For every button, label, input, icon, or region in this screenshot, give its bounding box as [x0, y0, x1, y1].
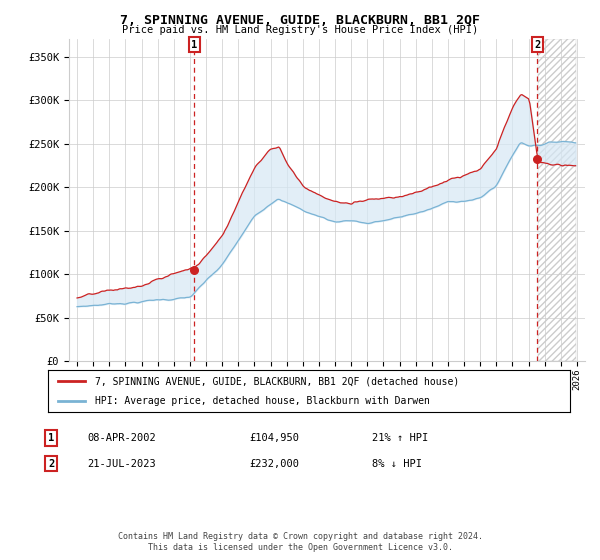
Text: 1: 1 — [191, 40, 197, 50]
Text: 1: 1 — [48, 433, 54, 443]
Text: 8% ↓ HPI: 8% ↓ HPI — [372, 459, 422, 469]
Text: HPI: Average price, detached house, Blackburn with Darwen: HPI: Average price, detached house, Blac… — [95, 396, 430, 406]
Text: Contains HM Land Registry data © Crown copyright and database right 2024.
This d: Contains HM Land Registry data © Crown c… — [118, 532, 482, 552]
Text: 7, SPINNING AVENUE, GUIDE, BLACKBURN, BB1 2QF: 7, SPINNING AVENUE, GUIDE, BLACKBURN, BB… — [120, 14, 480, 27]
Text: £104,950: £104,950 — [249, 433, 299, 443]
Text: £232,000: £232,000 — [249, 459, 299, 469]
Text: 2: 2 — [48, 459, 54, 469]
Text: Price paid vs. HM Land Registry's House Price Index (HPI): Price paid vs. HM Land Registry's House … — [122, 25, 478, 35]
Text: 21% ↑ HPI: 21% ↑ HPI — [372, 433, 428, 443]
Text: 21-JUL-2023: 21-JUL-2023 — [87, 459, 156, 469]
Text: 08-APR-2002: 08-APR-2002 — [87, 433, 156, 443]
Text: 2: 2 — [534, 40, 541, 50]
Text: 7, SPINNING AVENUE, GUIDE, BLACKBURN, BB1 2QF (detached house): 7, SPINNING AVENUE, GUIDE, BLACKBURN, BB… — [95, 376, 459, 386]
